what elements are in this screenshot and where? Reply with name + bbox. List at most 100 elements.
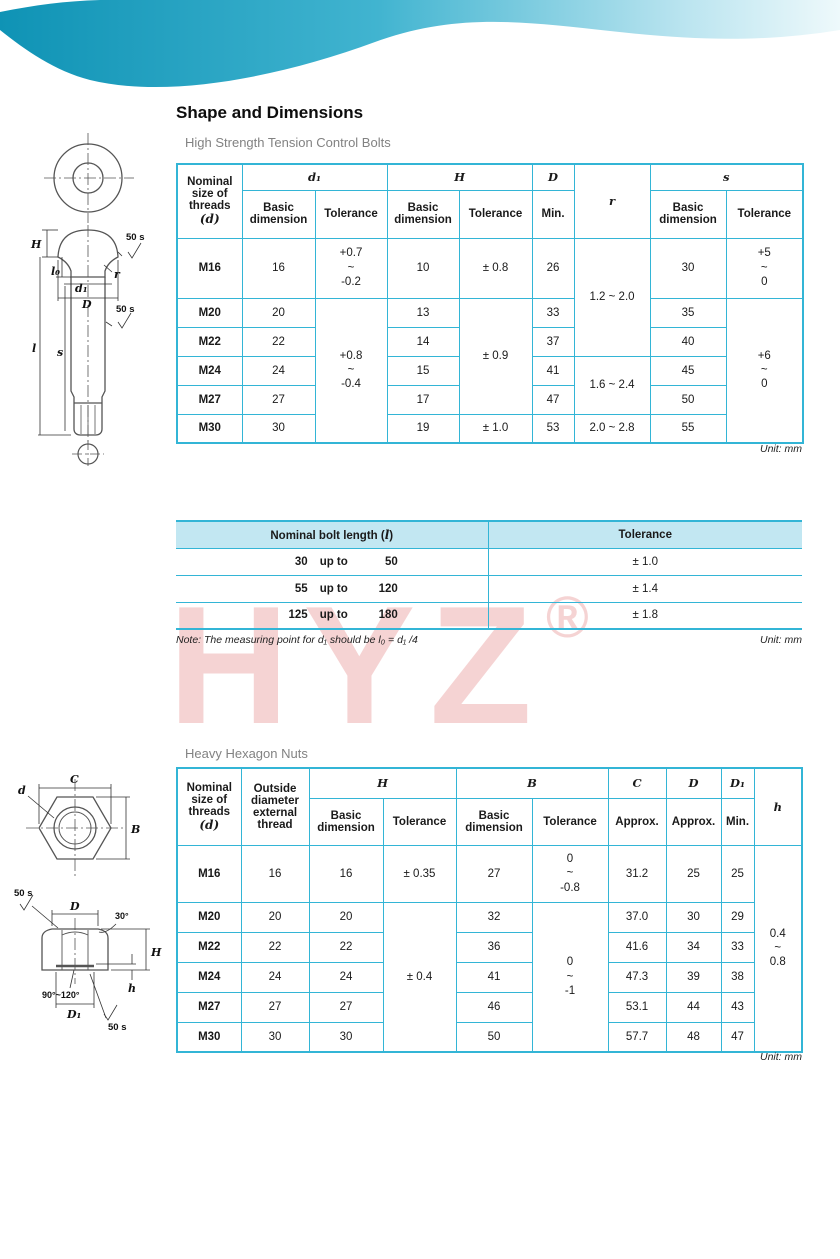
table-row: M30 30 30 50 57.7 48 47: [176, 1021, 802, 1053]
cell-B-basic: 41: [455, 961, 533, 993]
cell-C: 53.1: [607, 991, 667, 1023]
header-H: H: [386, 163, 533, 191]
cell-length-range: 55 up to 120: [176, 574, 489, 603]
table-row: M16 16 +0.7 ~ -0.2 10 ± 0.8 26 1.2 ~ 2.0…: [176, 237, 804, 357]
table-row: M20 20 20 ± 0.4 32 0 ~ -1 37.0 30 29: [176, 901, 802, 1053]
cell-d1-tol: +0.7 ~ -0.2: [314, 237, 388, 299]
nut-angle-30: 30°: [115, 911, 129, 921]
cell-od: 30: [240, 1021, 310, 1053]
cell-D: 30: [665, 901, 722, 933]
header-B-tolerance: Tolerance: [531, 797, 609, 846]
cell-C: 41.6: [607, 931, 667, 963]
unit-label: Unit: mm: [760, 1051, 802, 1063]
cell-D-min: 53: [531, 413, 575, 444]
cell-C: 57.7: [607, 1021, 667, 1053]
nut-dim-d: d: [18, 784, 26, 797]
cell-d1-basic: 20: [241, 297, 316, 328]
cell-r: 1.2 ~ 2.0: [573, 237, 651, 357]
cell-D1: 43: [720, 991, 755, 1023]
header-r: r: [573, 163, 651, 239]
bolt-technical-drawing: H l₀ d₁ D r l s 50 s 50 s: [30, 133, 145, 466]
banner-wave: [0, 0, 840, 88]
header-D1-min: Min.: [720, 797, 755, 846]
header-s-tolerance: Tolerance: [725, 189, 804, 239]
table-row: M27 27 27 46 53.1 44 43: [176, 991, 802, 1023]
table-row: M30 30 19 ± 1.0 53 2.0 ~ 2.8 55: [176, 413, 803, 444]
cell-H-basic: 10: [386, 237, 460, 299]
cell-s-tol: +5 ~ 0: [725, 237, 804, 299]
cell-size: M20: [176, 297, 243, 328]
page-title: Shape and Dimensions: [176, 103, 364, 122]
section-subtitle-nuts: Heavy Hexagon Nuts: [185, 746, 308, 761]
header-H-basic: Basic dimension: [308, 797, 384, 846]
nut-dim-B: B: [130, 823, 140, 836]
nut-finish-mark-left: 50 s: [14, 888, 33, 899]
cell-size: M16: [176, 844, 242, 903]
bolt-dim-l: l: [32, 342, 36, 355]
nut-angle-range: 90°~120°: [42, 990, 80, 1000]
cell-H-tol: ± 0.4: [382, 901, 457, 1053]
table-row: M20 20 +0.8 ~ -0.4 13 ± 0.9 33 35 +6 ~ 0: [176, 297, 804, 444]
bolt-dim-d1: d₁: [75, 282, 88, 295]
header-d1-basic: Basic dimension: [241, 189, 316, 239]
nut-technical-drawing: C d B D 30° H h 90°~120° D₁ 50 s 50 s: [14, 773, 162, 1033]
cell-s-basic: 30: [649, 237, 727, 299]
cell-H-basic: 30: [308, 1021, 384, 1053]
cell-H-tol: ± 0.35: [382, 844, 457, 903]
header-H-tolerance: Tolerance: [458, 189, 533, 239]
unit-label: Unit: mm: [760, 443, 802, 455]
cell-H-basic: 24: [308, 961, 384, 993]
cell-D-min: 26: [531, 237, 575, 299]
section-subtitle-bolts: High Strength Tension Control Bolts: [185, 135, 391, 150]
cell-tolerance: ± 1.4: [488, 574, 802, 603]
header-D: D: [531, 163, 575, 191]
header-row-1: Nominal size of threads (d) d₁ H D r s: [176, 163, 804, 239]
bolt-finish-mark-top: 50 s: [126, 232, 145, 243]
header-D: D: [665, 767, 722, 799]
cell-od: 24: [240, 961, 310, 993]
cell-size: M20: [176, 901, 242, 933]
cell-B-basic: 27: [455, 844, 533, 903]
cell-B-basic: 32: [455, 901, 533, 933]
cell-H-basic: 19: [386, 413, 460, 444]
cell-D1: 33: [720, 931, 755, 963]
cell-tolerance: ± 1.8: [488, 601, 802, 630]
cell-s-basic: 55: [649, 413, 727, 444]
cell-s-basic: 50: [649, 384, 727, 415]
cell-d1-basic: 30: [241, 413, 316, 444]
header-s-basic: Basic dimension: [649, 189, 727, 239]
measuring-note: Note: The measuring point for d₁ should …: [176, 634, 418, 646]
cell-s-basic: 35: [649, 297, 727, 328]
cell-B-basic: 46: [455, 991, 533, 1023]
cell-d1-tol: +0.8 ~ -0.4: [314, 297, 388, 444]
cell-C: 31.2: [607, 844, 667, 903]
header-B: B: [455, 767, 609, 799]
header-D-approx: Approx.: [665, 797, 722, 846]
cell-D: 48: [665, 1021, 722, 1053]
unit-label: Unit: mm: [760, 634, 802, 646]
cell-C: 37.0: [607, 901, 667, 933]
bolt-finish-mark-mid: 50 s: [116, 304, 135, 315]
table-row: M16 16 16 ± 0.35 27 0 ~ -0.8 31.2 25 25 …: [176, 844, 803, 1053]
cell-B-basic: 50: [455, 1021, 533, 1053]
cell-r: 2.0 ~ 2.8: [573, 413, 651, 444]
cell-H-basic: 27: [308, 991, 384, 1023]
cell-H-basic: 13: [386, 297, 460, 328]
cell-od: 16: [240, 844, 310, 903]
table-row: M22 22 14 37 40: [176, 326, 803, 357]
header-D-min: Min.: [531, 189, 575, 239]
cell-size: M30: [176, 1021, 242, 1053]
table-row: M27 27 17 47 50: [176, 384, 803, 415]
header-H-tolerance: Tolerance: [382, 797, 457, 846]
cell-size: M24: [176, 355, 243, 386]
nut-dim-D1: D₁: [66, 1008, 81, 1021]
cell-D1: 25: [720, 844, 755, 903]
cell-size: M24: [176, 961, 242, 993]
cell-h: 0.4 ~ 0.8: [753, 844, 803, 1053]
table-row: 30 up to 50 ± 1.0: [176, 547, 802, 576]
cell-d1-basic: 22: [241, 326, 316, 357]
cell-size: M22: [176, 326, 243, 357]
cell-d1-basic: 27: [241, 384, 316, 415]
header-row-2: Basic dimension Tolerance Basic dimensio…: [177, 189, 804, 239]
header-C-approx: Approx.: [607, 797, 667, 846]
